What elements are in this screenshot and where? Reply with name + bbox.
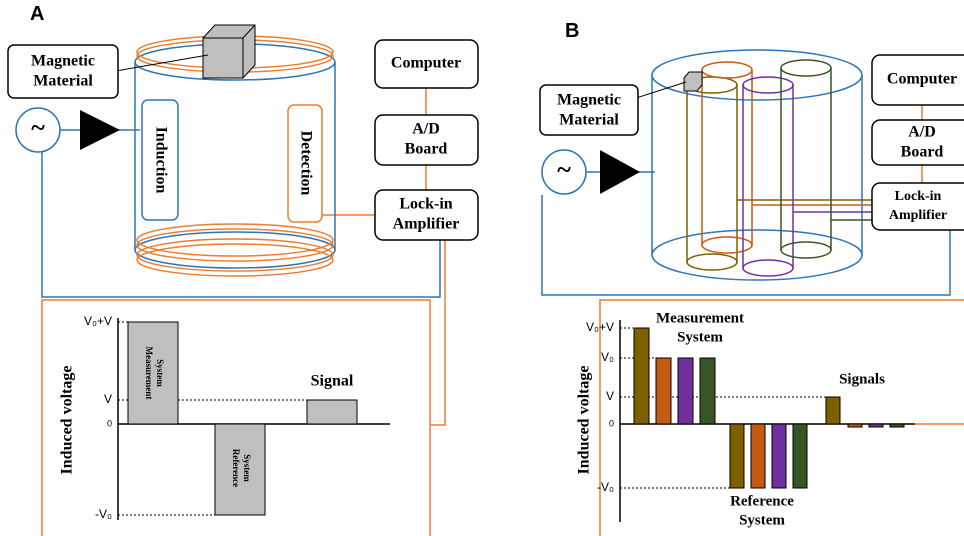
- g-shape: [687, 60, 872, 276]
- panel-label: A: [30, 3, 44, 25]
- rect-shape: [793, 424, 807, 488]
- text: Signals: [839, 371, 885, 387]
- text: Measurement: [656, 310, 744, 326]
- rect-shape: [307, 400, 357, 424]
- tick: V: [104, 392, 112, 406]
- panel-label: B: [565, 20, 579, 42]
- ellipse-shape: [743, 77, 793, 93]
- rect-shape: [700, 358, 715, 424]
- rect-shape: [634, 328, 649, 424]
- induction: Induction: [152, 127, 169, 194]
- text: System: [242, 454, 252, 482]
- line-shape: [110, 55, 208, 72]
- rect-shape: [656, 358, 671, 424]
- path-shape: [781, 68, 872, 250]
- path-shape: [743, 85, 872, 268]
- text: A/D: [908, 124, 936, 141]
- text: Reference: [730, 493, 794, 509]
- text: Material: [559, 112, 619, 129]
- rect-shape: [848, 424, 862, 427]
- text: A/D: [412, 121, 440, 138]
- text: Signal: [311, 373, 354, 390]
- ellipse-shape: [743, 260, 793, 276]
- path-shape: [684, 72, 702, 91]
- tick: 0: [609, 418, 614, 428]
- rect-shape: [826, 397, 840, 424]
- text: Amplifier: [889, 208, 947, 223]
- ellipse-shape: [702, 237, 752, 253]
- g-shape: [743, 77, 872, 276]
- ellipse-shape: [781, 242, 831, 258]
- text: Computer: [887, 71, 957, 88]
- text: Measurement: [144, 347, 154, 400]
- g-shape: [634, 328, 904, 488]
- path-shape: [702, 70, 872, 245]
- path-shape: [687, 85, 872, 262]
- g-shape: [781, 60, 872, 258]
- text: Magnetic: [31, 53, 95, 70]
- tick: V: [606, 389, 614, 403]
- tick: -V₀: [597, 480, 614, 494]
- text: System: [677, 329, 723, 345]
- rect-shape: [772, 424, 786, 488]
- ellipse-shape: [687, 254, 737, 270]
- text: Material: [33, 73, 93, 90]
- y-label: Induced voltage: [576, 366, 593, 475]
- tick: -V₀: [95, 507, 112, 521]
- rect-shape: [678, 358, 693, 424]
- tick: 0: [107, 418, 112, 428]
- text: Board: [405, 141, 448, 158]
- y-label: Induced voltage: [59, 366, 76, 475]
- tick: V₀: [601, 350, 614, 364]
- text-shape: ~: [31, 113, 45, 142]
- rect-shape: [869, 424, 883, 427]
- tick: V₀+V: [586, 320, 614, 334]
- text-shape: ~: [557, 155, 571, 184]
- ellipse-shape: [781, 60, 831, 76]
- ellipse-shape: [135, 232, 335, 268]
- tick: V₀+V: [84, 314, 112, 328]
- text: Board: [901, 144, 944, 161]
- figure: A Induction Detection Magnetic Material …: [0, 0, 964, 536]
- path-shape: [80, 110, 120, 150]
- ellipse-shape: [702, 62, 752, 78]
- text: Lock-in: [895, 189, 942, 204]
- text: Magnetic: [557, 92, 621, 109]
- detection: Detection: [297, 131, 314, 196]
- text: Reference: [231, 449, 241, 487]
- rect-shape: [730, 424, 744, 488]
- text: Lock-in: [399, 196, 452, 213]
- rect-shape: [890, 424, 904, 427]
- text: System: [155, 359, 165, 387]
- text: Amplifier: [393, 216, 460, 233]
- path-shape: [600, 150, 640, 194]
- rect-shape: [751, 424, 765, 488]
- text: Computer: [391, 55, 461, 72]
- text: System: [739, 512, 785, 528]
